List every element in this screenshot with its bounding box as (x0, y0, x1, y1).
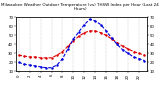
Text: Milwaukee Weather Outdoor Temperature (vs) THSW Index per Hour (Last 24 Hours): Milwaukee Weather Outdoor Temperature (v… (1, 3, 159, 11)
